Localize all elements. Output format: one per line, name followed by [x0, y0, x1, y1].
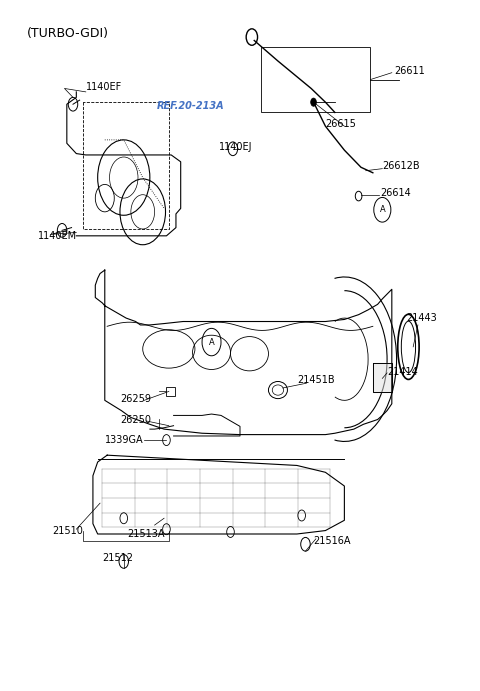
Text: 21451B: 21451B	[297, 375, 335, 385]
Text: A: A	[380, 205, 385, 214]
Text: A: A	[209, 338, 215, 347]
Text: 26612B: 26612B	[383, 161, 420, 171]
Text: 26259: 26259	[120, 394, 152, 404]
Bar	[167, 388, 175, 395]
Text: REF.20-213A: REF.20-213A	[157, 101, 225, 111]
Bar	[261, 47, 371, 113]
Text: 1339GA: 1339GA	[105, 435, 144, 445]
Text: 21516A: 21516A	[313, 536, 351, 546]
Text: 26614: 26614	[380, 189, 411, 198]
Circle shape	[311, 98, 316, 106]
Text: 26615: 26615	[325, 119, 356, 129]
Text: 1140EM: 1140EM	[38, 231, 77, 241]
Text: 21512: 21512	[102, 553, 133, 563]
Text: 21513A: 21513A	[127, 529, 165, 539]
Text: 21510: 21510	[53, 526, 84, 536]
Text: 1140EF: 1140EF	[86, 82, 122, 92]
Text: 26250: 26250	[120, 415, 152, 424]
Text: (TURBO-GDI): (TURBO-GDI)	[26, 27, 108, 40]
Text: 21443: 21443	[406, 313, 437, 323]
Text: 1140EJ: 1140EJ	[219, 142, 252, 152]
Polygon shape	[373, 363, 392, 392]
Text: 21414: 21414	[387, 366, 418, 377]
Circle shape	[355, 191, 362, 201]
Text: 26611: 26611	[394, 66, 425, 76]
